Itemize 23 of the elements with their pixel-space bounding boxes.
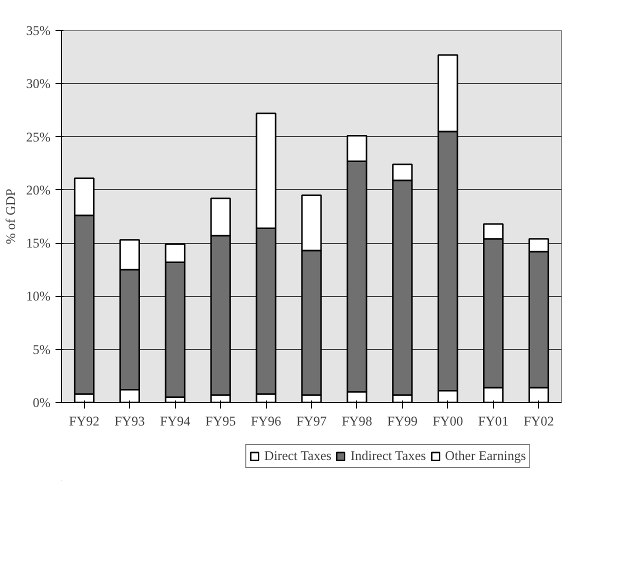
y-axis-title: % of GDP	[3, 188, 18, 244]
legend-label: Other Earnings	[444, 448, 526, 464]
legend-label: Indirect Taxes	[350, 448, 426, 464]
x-tick-label: FY94	[160, 414, 191, 428]
x-tick-label: FY01	[478, 414, 509, 428]
y-tick-label: 0%	[32, 395, 51, 410]
y-tick-label: 30%	[26, 76, 51, 92]
y-tick-label: 5%	[32, 342, 51, 357]
x-tick-label: FY96	[250, 414, 282, 428]
y-tick-label: 10%	[26, 288, 51, 304]
x-tick-label: FY97	[296, 414, 328, 428]
y-tick-label: 20%	[26, 182, 51, 198]
y-tick-label: 25%	[26, 129, 51, 144]
y-tick-label: 15%	[26, 236, 51, 251]
x-tick-label: FY93	[114, 414, 146, 428]
y-tick-label: 35%	[26, 23, 51, 38]
x-tick-label: FY00	[432, 414, 464, 428]
x-tick-label: FY95	[205, 414, 236, 428]
x-tick-label: FY92	[69, 414, 100, 428]
legend-label: Direct Taxes	[264, 448, 332, 464]
x-tick-label: FY02	[524, 414, 554, 428]
x-tick-label: FY99	[387, 414, 418, 428]
x-tick-label: FY98	[342, 414, 372, 428]
